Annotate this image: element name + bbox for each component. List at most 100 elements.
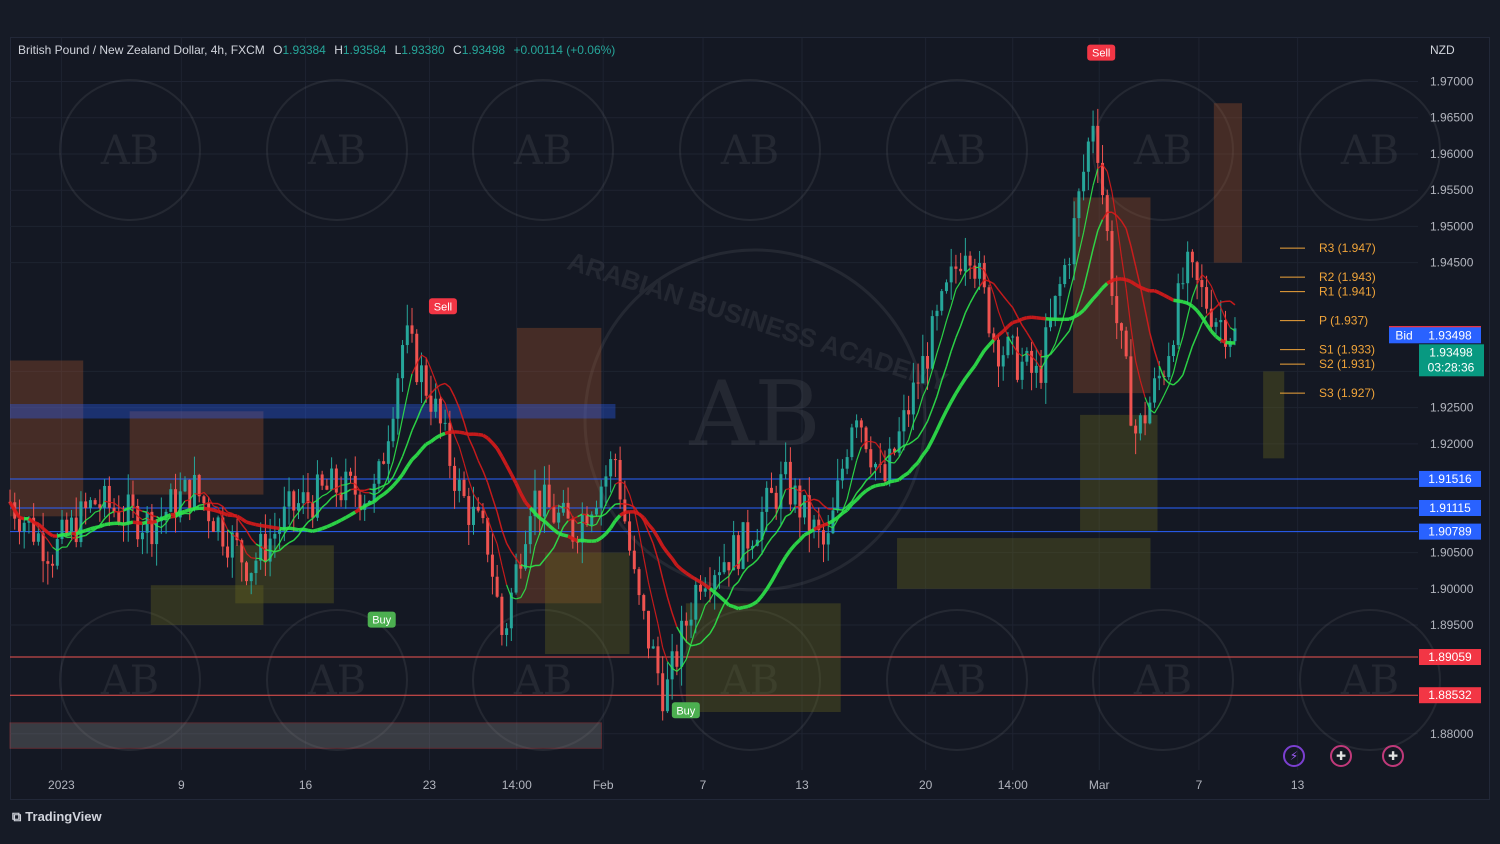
ma-segment-1 — [799, 501, 806, 508]
ma-segment-0 — [1092, 168, 1099, 186]
ma-segment-0 — [288, 518, 295, 528]
ma-segment-1 — [279, 545, 285, 551]
ma-segment-2 — [189, 507, 195, 512]
candle-body — [1167, 356, 1171, 378]
ma-segment-2 — [808, 528, 815, 534]
candle-body — [661, 673, 665, 712]
candle-body — [315, 474, 319, 518]
ma-segment-1 — [1116, 215, 1123, 222]
ma-segment-2 — [1195, 309, 1204, 318]
lightning-icon[interactable]: ⚡ — [1283, 745, 1305, 767]
candle-body — [585, 513, 589, 525]
ma-segment-1 — [151, 514, 157, 518]
ma-segment-2 — [1191, 304, 1199, 312]
ma-segment-1 — [733, 581, 739, 587]
ma-segment-2 — [410, 453, 418, 461]
ma-segment-1 — [1130, 245, 1137, 267]
candle-body — [169, 489, 173, 512]
ma-segment-1 — [676, 626, 683, 636]
ma-segment-1 — [1049, 348, 1056, 356]
ma-segment-0 — [373, 491, 380, 496]
zone-5 — [545, 552, 630, 655]
ma-segment-2 — [396, 473, 404, 482]
ma-segment-1 — [250, 538, 257, 545]
watermark-initials: AB — [720, 658, 779, 704]
ma-segment-0 — [501, 565, 508, 586]
signal-sell-box — [428, 298, 457, 315]
ma-segment-2 — [232, 513, 238, 518]
ma-segment-1 — [510, 551, 517, 560]
ma-segment-2 — [528, 506, 537, 515]
candle-body — [580, 513, 584, 543]
ma-segment-1 — [326, 497, 333, 504]
ma-segment-2 — [387, 484, 395, 492]
ma-segment-2 — [633, 510, 640, 516]
ma-segment-1 — [846, 500, 853, 507]
ma-segment-1 — [1153, 350, 1161, 367]
ma-segment-0 — [99, 500, 106, 511]
ma-segment-0 — [189, 493, 195, 501]
candle-body — [273, 533, 277, 539]
ma-segment-2 — [1101, 282, 1109, 290]
ma-segment-2 — [80, 528, 87, 534]
chart-panel[interactable] — [10, 37, 1490, 800]
ma-segment-2 — [27, 517, 35, 524]
ma-segment-2 — [330, 520, 338, 527]
bar-countdown: 03:28:36 — [1428, 360, 1475, 374]
ma-segment-1 — [530, 564, 536, 568]
ma-segment-2 — [925, 439, 934, 450]
ma-segment-2 — [344, 513, 352, 520]
ma-segment-0 — [558, 505, 564, 509]
candle-body — [500, 596, 504, 635]
flag-uk-icon[interactable]: ✚ — [1330, 745, 1352, 767]
candle-body — [1143, 415, 1147, 424]
ma-segment-2 — [326, 523, 333, 529]
ma-segment-0 — [870, 440, 876, 444]
price-tag-0: 1.91516 — [1428, 472, 1472, 486]
ma-segment-0 — [1206, 278, 1212, 287]
candle-body — [306, 492, 310, 504]
ma-segment-0 — [964, 267, 971, 274]
candles — [8, 108, 1237, 721]
watermark-initials: AB — [513, 658, 572, 704]
ma-segment-0 — [231, 534, 238, 539]
candle-body — [1077, 191, 1081, 219]
ma-segment-1 — [520, 564, 526, 568]
ma-segment-2 — [429, 436, 437, 444]
ma-segment-0 — [213, 505, 219, 509]
ma-segment-1 — [870, 470, 877, 477]
ma-segment-2 — [283, 526, 290, 531]
candle-body — [897, 431, 901, 453]
watermark-ring — [1299, 79, 1441, 221]
ma-segment-0 — [1154, 404, 1160, 414]
tradingview-logo[interactable]: ⧉ TradingView — [12, 809, 102, 825]
ma-segment-0 — [908, 423, 914, 440]
ma-segment-2 — [841, 508, 849, 515]
ma-segment-1 — [742, 566, 749, 574]
ma-segment-1 — [440, 382, 446, 386]
flag-uk-icon-2[interactable]: ✚ — [1382, 745, 1404, 767]
ma-segment-0 — [567, 507, 574, 518]
ma-segment-0 — [945, 305, 952, 322]
signals: Sell Buy Sell Buy — [367, 44, 1116, 719]
ma-segment-0 — [203, 491, 210, 498]
ma-segment-1 — [756, 552, 763, 561]
ma-segment-1 — [993, 283, 1000, 291]
candle-body — [623, 499, 627, 522]
ma-segment-2 — [898, 474, 906, 481]
ma-segment-0 — [922, 385, 929, 397]
watermark-initials: AB — [1133, 128, 1192, 174]
ma-segment-0 — [430, 368, 437, 382]
ma-segment-0 — [1073, 252, 1080, 275]
candle-body — [292, 491, 296, 511]
candle-body — [1119, 323, 1123, 331]
ma-segment-1 — [903, 443, 909, 447]
ma-segment-0 — [1125, 288, 1132, 328]
candle-body — [921, 356, 925, 384]
ma-segment-2 — [992, 333, 1000, 342]
ma-segment-1 — [936, 380, 943, 397]
ma-segment-0 — [392, 441, 399, 462]
candle-body — [240, 540, 244, 563]
ma-segment-2 — [391, 479, 400, 488]
